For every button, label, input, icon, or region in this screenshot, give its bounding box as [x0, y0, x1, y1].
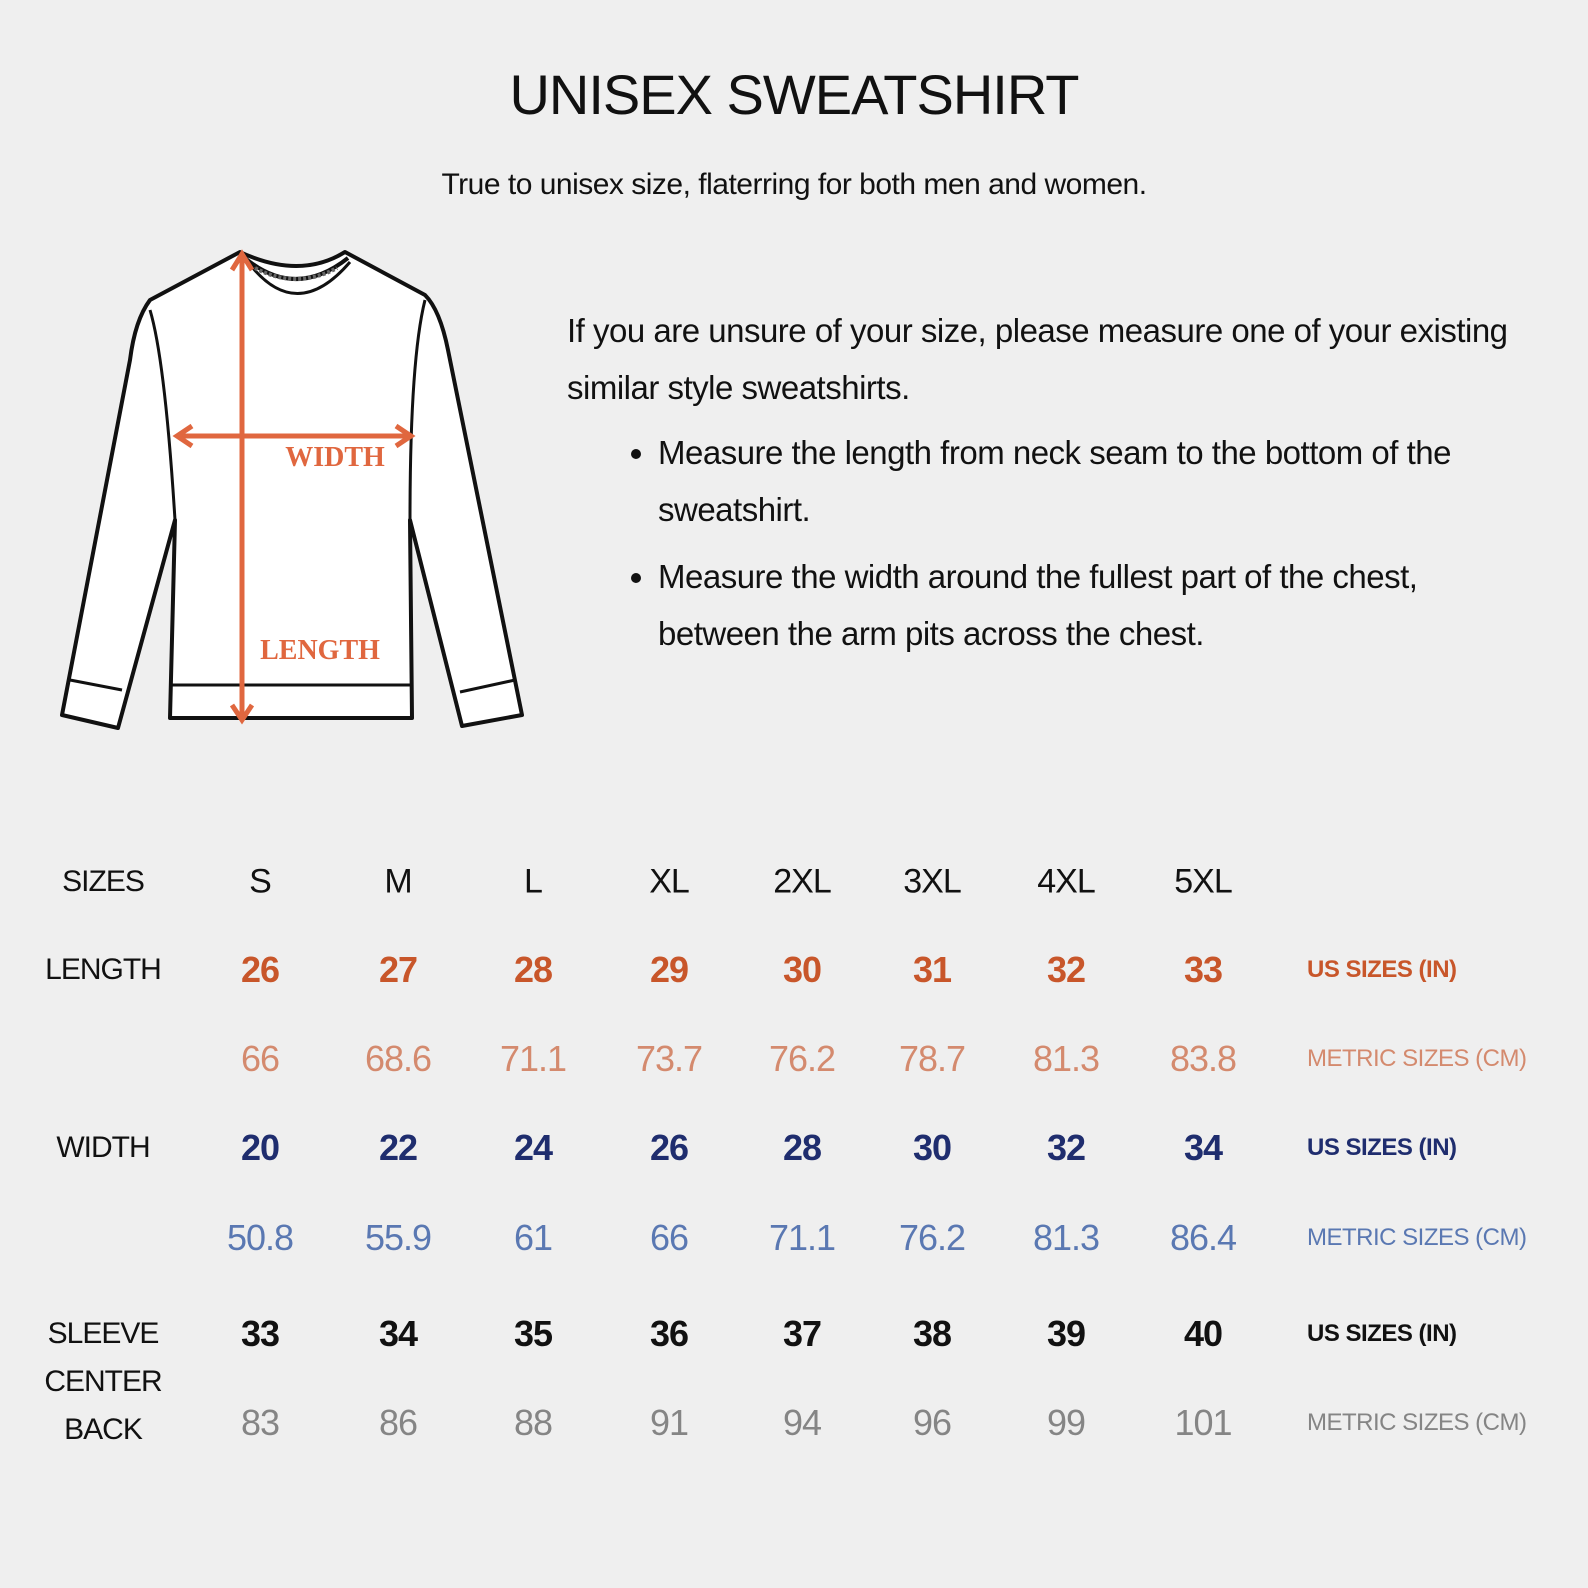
table-cell: 61 — [513, 1217, 553, 1258]
table-cell: 26 — [240, 949, 280, 990]
table-cell: 32 — [1046, 1127, 1086, 1168]
size-header: XL — [649, 862, 690, 901]
unit-label: US SIZES (IN) — [1307, 1134, 1457, 1161]
unit-label: METRIC SIZES (CM) — [1307, 1409, 1527, 1436]
table-cell: 83.8 — [1169, 1038, 1237, 1079]
measurement-arrows — [172, 249, 416, 725]
sizes-label: SIZES — [62, 865, 145, 898]
unit-label: METRIC SIZES (CM) — [1307, 1224, 1527, 1251]
table-cell: 76.2 — [768, 1038, 836, 1079]
table-cell: 86 — [378, 1402, 418, 1443]
unit-label: METRIC SIZES (CM) — [1307, 1045, 1527, 1072]
row-label: WIDTH — [56, 1131, 150, 1164]
size-header: S — [249, 862, 272, 901]
table-cell: 22 — [378, 1127, 418, 1168]
table-cell: 37 — [782, 1313, 822, 1354]
table-cell: 29 — [649, 949, 689, 990]
table-cell: 33 — [240, 1313, 280, 1354]
table-cell: 50.8 — [226, 1217, 294, 1258]
table-cell: 30 — [782, 949, 822, 990]
table-cell: 76.2 — [898, 1217, 966, 1258]
sleeve-label: CENTER — [44, 1365, 162, 1398]
table-cell: 34 — [378, 1313, 418, 1354]
table-cell: 83 — [240, 1402, 280, 1443]
instruction-bullet: Measure the length from neck seam to the… — [658, 424, 1545, 538]
table-cell: 78.7 — [898, 1038, 966, 1079]
table-cell: 81.3 — [1032, 1217, 1100, 1258]
size-header: 3XL — [903, 862, 961, 901]
table-cell: 20 — [240, 1127, 280, 1168]
table-cell: 24 — [513, 1127, 553, 1168]
table-cell: 88 — [513, 1402, 553, 1443]
table-cell: 28 — [782, 1127, 822, 1168]
row-label: LENGTH — [45, 953, 162, 986]
table-cell: 86.4 — [1169, 1217, 1237, 1258]
table-cell: 35 — [513, 1313, 553, 1354]
table-cell: 38 — [912, 1313, 952, 1354]
table-cell: 40 — [1183, 1313, 1223, 1354]
table-cell: 66 — [649, 1217, 689, 1258]
table-cell: 68.6 — [364, 1038, 432, 1079]
table-cell: 34 — [1183, 1127, 1223, 1168]
table-cell: 36 — [649, 1313, 689, 1354]
table-cell: 28 — [513, 949, 553, 990]
instruction-bullet: Measure the width around the fullest par… — [658, 548, 1545, 662]
unit-label: US SIZES (IN) — [1307, 956, 1457, 983]
size-header: 4XL — [1037, 862, 1095, 901]
table-cell: 30 — [912, 1127, 952, 1168]
length-label: LENGTH — [260, 635, 380, 666]
width-label: WIDTH — [285, 442, 385, 473]
sleeve-label: SLEEVE — [47, 1317, 160, 1350]
instructions-intro: If you are unsure of your size, please m… — [567, 312, 1508, 406]
table-cell: 81.3 — [1032, 1038, 1100, 1079]
sweatshirt-icon: WIDTH LENGTH — [60, 249, 524, 730]
page-title: UNISEX SWEATSHIRT — [509, 63, 1079, 126]
table-cell: 39 — [1046, 1313, 1086, 1354]
table-cell: 91 — [649, 1402, 689, 1443]
instructions-list: Measure the length from neck seam to the… — [620, 424, 1545, 672]
table-cell: 94 — [782, 1402, 822, 1443]
table-cell: 26 — [649, 1127, 689, 1168]
table-cell: 32 — [1046, 949, 1086, 990]
size-header: 5XL — [1174, 862, 1232, 901]
table-cell: 71.1 — [499, 1038, 567, 1079]
table-cell: 33 — [1183, 949, 1223, 990]
unit-label: US SIZES (IN) — [1307, 1320, 1457, 1347]
table-cell: 96 — [912, 1402, 952, 1443]
table-cell: 31 — [912, 949, 952, 990]
table-cell: 27 — [378, 949, 418, 990]
size-header: 2XL — [773, 862, 831, 901]
table-cell: 99 — [1046, 1402, 1086, 1443]
table-cell: 101 — [1174, 1402, 1232, 1443]
sleeve-label: BACK — [64, 1413, 143, 1446]
table-cell: 73.7 — [635, 1038, 703, 1079]
table-cell: 66 — [240, 1038, 280, 1079]
table-cell: 55.9 — [364, 1217, 432, 1258]
size-header: L — [524, 862, 543, 901]
size-header: M — [384, 862, 412, 901]
table-cell: 71.1 — [768, 1217, 836, 1258]
page-subtitle: True to unisex size, flaterring for both… — [441, 168, 1147, 201]
